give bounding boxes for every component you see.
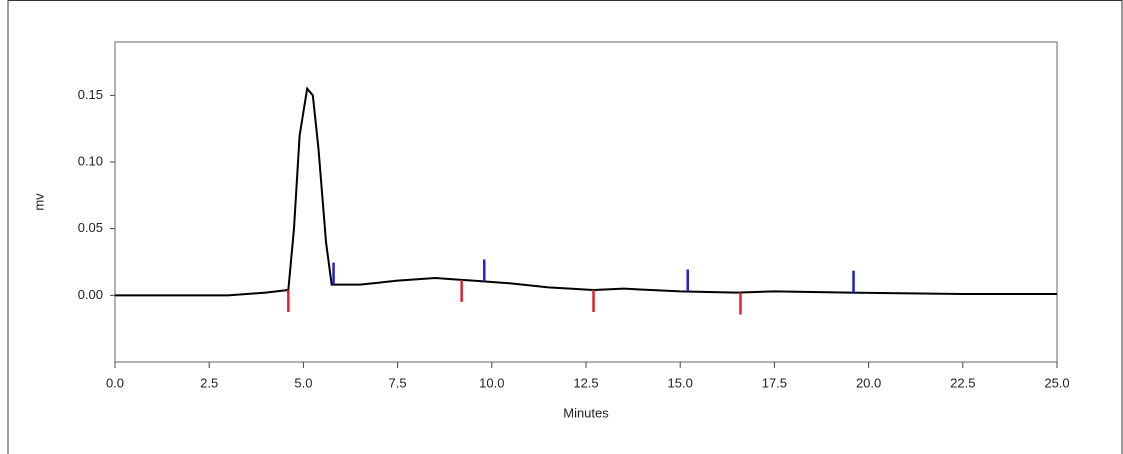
y-axis-label: mv bbox=[31, 193, 46, 211]
x-tick-label: 15.0 bbox=[668, 375, 693, 390]
trace-line bbox=[115, 86, 1057, 297]
x-tick-label: 20.0 bbox=[856, 375, 881, 390]
x-tick-label: 5.0 bbox=[294, 375, 312, 390]
x-tick-label: 17.5 bbox=[762, 375, 787, 390]
plot-frame bbox=[114, 41, 1058, 363]
x-tick-label: 22.5 bbox=[950, 375, 975, 390]
x-axis-label: Minutes bbox=[563, 405, 609, 420]
y-tick-label: 0.10 bbox=[78, 153, 103, 168]
outer-frame bbox=[7, 0, 1123, 454]
x-tick-label: 0.0 bbox=[106, 375, 124, 390]
y-tick-label: 0.05 bbox=[78, 220, 103, 235]
y-tick-label: 0.00 bbox=[78, 287, 103, 302]
x-tick-label: 7.5 bbox=[389, 375, 407, 390]
x-tick-label: 2.5 bbox=[200, 375, 218, 390]
x-tick-label: 12.5 bbox=[573, 375, 598, 390]
y-tick-label: 0.15 bbox=[78, 87, 103, 102]
x-tick-label: 10.0 bbox=[479, 375, 504, 390]
x-tick-label: 25.0 bbox=[1044, 375, 1069, 390]
